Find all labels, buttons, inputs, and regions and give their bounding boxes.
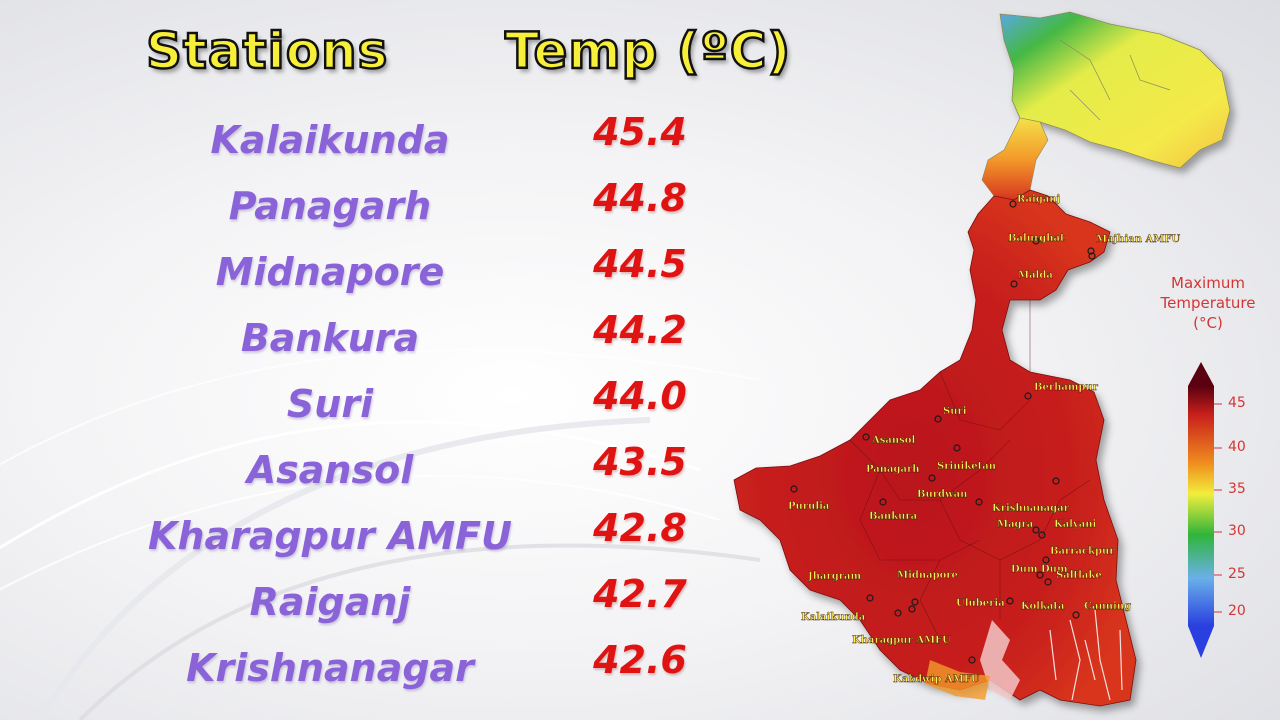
map-label: Kharagpur AMFU <box>852 635 951 646</box>
map-label: Asansol <box>871 435 915 446</box>
map-label: Malda <box>1018 270 1053 281</box>
station-name: Asansol <box>246 448 414 492</box>
map-label: Burdwan <box>917 489 968 500</box>
map-label: Kakdwip AMFU <box>893 674 980 685</box>
map-label: Kolkata <box>1021 601 1065 612</box>
map-label: Panagarh <box>866 464 920 475</box>
legend-tick: 40 <box>1228 439 1246 455</box>
legend-tick: 45 <box>1228 395 1246 411</box>
map-label: Kalaikunda <box>801 612 866 623</box>
map-label: Berhampur <box>1034 382 1099 393</box>
map-label: Jhargram <box>807 571 861 582</box>
station-name: Panagarh <box>228 184 432 228</box>
temp-value: 42.8 <box>593 506 687 550</box>
stations-header: Stations <box>145 21 389 82</box>
legend-tick: 25 <box>1228 566 1246 582</box>
station-name: Raiganj <box>249 580 411 624</box>
temp-value: 42.6 <box>593 638 687 682</box>
temp-value: 44.0 <box>593 374 687 418</box>
map-label: Sriniketan <box>937 461 997 472</box>
map-label: Purulia <box>788 501 830 512</box>
map-label: Magra <box>997 519 1034 530</box>
station-name: Kalaikunda <box>210 118 450 162</box>
station-name: Bankura <box>240 316 420 360</box>
map-label: Majhian AMFU <box>1096 234 1180 245</box>
temp-value: 44.2 <box>593 308 687 352</box>
map-label: Suri <box>943 406 967 417</box>
legend-tick: 20 <box>1228 603 1246 619</box>
map-label: Balurghat <box>1008 233 1065 244</box>
map-label: Bankura <box>869 511 918 522</box>
temp-value: 45.4 <box>593 110 687 154</box>
station-name: Kharagpur AMFU <box>148 514 512 558</box>
temp-value: 42.7 <box>593 572 687 616</box>
map-label: Barrackpur <box>1050 546 1115 557</box>
legend-tick: 30 <box>1228 523 1246 539</box>
map-label: Dum Dum <box>1011 564 1068 575</box>
station-name: Suri <box>286 382 374 426</box>
map-label: Saltlake <box>1056 570 1102 581</box>
legend-title: Maximum Temperature (°C) <box>1160 274 1256 332</box>
map-label: Raiganj <box>1017 194 1060 205</box>
map-label: Uluberia <box>956 598 1005 609</box>
station-name: Krishnanagar <box>186 646 474 690</box>
map-label: Krishnanagar <box>992 503 1070 514</box>
temp-value: 43.5 <box>593 440 687 484</box>
temp-value: 44.5 <box>593 242 687 286</box>
legend-tick: 35 <box>1228 481 1246 497</box>
temp-value: 44.8 <box>593 176 687 220</box>
legend-colorbar <box>1188 362 1222 658</box>
map-label: Kalyani <box>1054 519 1097 530</box>
map-label: Canning <box>1084 601 1131 612</box>
map-label: Midnapore <box>897 570 958 581</box>
station-name: Midnapore <box>215 250 445 294</box>
temp-header: Temp (ºC) <box>504 21 792 82</box>
